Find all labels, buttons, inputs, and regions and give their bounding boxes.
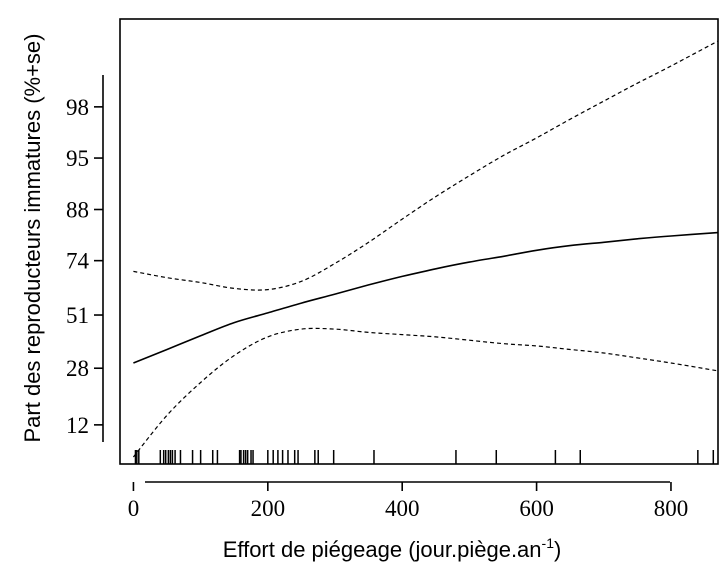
series-group: [132, 40, 719, 458]
lower-ci-line: [132, 327, 719, 458]
x-tick-label: 200: [251, 496, 286, 521]
x-axis-label-main: Effort de piégeage (jour.piège.an: [223, 537, 542, 562]
fit-line: [133, 231, 719, 364]
y-tick-label: 98: [66, 95, 89, 120]
y-tick-label: 74: [66, 249, 90, 274]
x-tick-label: 0: [128, 496, 140, 521]
x-axis-label: Effort de piégeage (jour.piège.an-1): [223, 535, 562, 562]
y-tick-label: 28: [66, 356, 89, 381]
upper-ci-line: [133, 40, 719, 291]
rug-marks: [134, 450, 715, 464]
y-tick-label: 88: [66, 198, 89, 223]
x-axis-ticks: 0 200 400 600 800: [128, 482, 689, 521]
y-tick-label: 12: [66, 413, 89, 438]
y-tick-label: 95: [66, 146, 89, 171]
y-axis-ticks: 12 28 51 74 88 95 98: [66, 95, 103, 438]
x-axis-label-superscript: -1: [542, 535, 555, 551]
y-tick-label: 51: [66, 303, 89, 328]
x-axis-label-suffix: ): [554, 537, 561, 562]
x-tick-label: 400: [385, 496, 420, 521]
x-tick-label: 800: [654, 496, 689, 521]
y-axis-label: Part des reproducteurs immatures (%+se): [20, 34, 45, 443]
x-tick-label: 600: [519, 496, 554, 521]
plot-frame: [119, 18, 719, 465]
